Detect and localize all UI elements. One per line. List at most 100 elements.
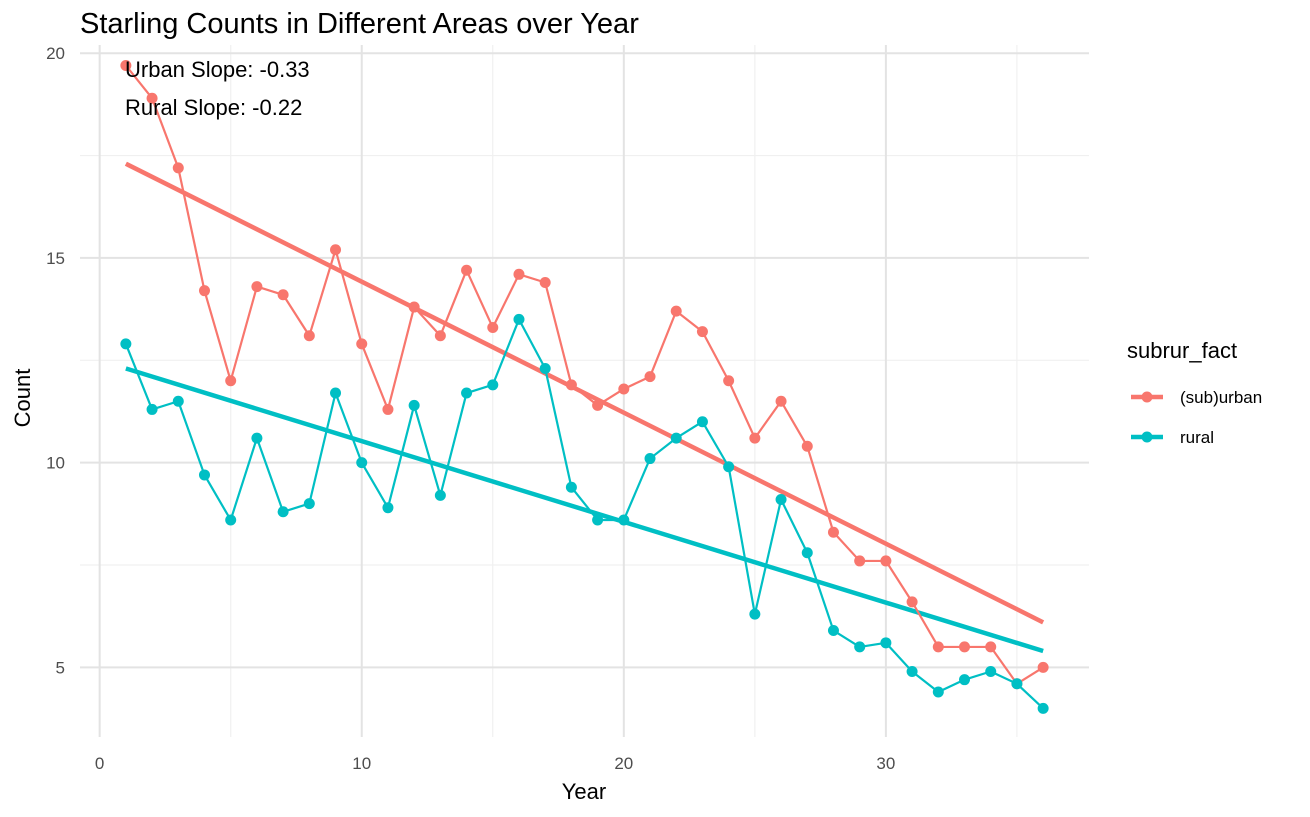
legend-item: rural: [1131, 428, 1214, 447]
data-point: [303, 498, 315, 510]
series-line-rural: [124, 318, 1044, 710]
data-point: [985, 641, 997, 653]
legend-key-point: [1141, 431, 1153, 443]
data-point: [330, 244, 342, 256]
series-layer: [120, 59, 1049, 714]
data-point: [330, 387, 342, 399]
data-point: [801, 440, 813, 452]
rural-slope-annotation: Rural Slope: -0.22: [125, 95, 302, 120]
data-point: [801, 547, 813, 559]
y-tick-label: 5: [56, 658, 65, 677]
data-point: [644, 371, 656, 383]
trend-line-rural: [125, 366, 1044, 654]
legend-label: rural: [1180, 428, 1214, 447]
chart-title: Starling Counts in Different Areas over …: [80, 8, 639, 40]
data-point: [146, 92, 158, 104]
data-point: [723, 375, 735, 387]
data-point: [592, 514, 604, 526]
data-point: [880, 637, 892, 649]
data-point: [775, 494, 787, 506]
data-point: [434, 489, 446, 501]
data-point: [618, 514, 630, 526]
data-point: [539, 276, 551, 288]
data-point: [906, 596, 918, 608]
y-tick-label: 10: [46, 454, 65, 473]
data-point: [670, 305, 682, 317]
data-point: [749, 432, 761, 444]
legend-key-point: [1141, 391, 1153, 403]
data-point: [959, 674, 971, 686]
data-point: [225, 375, 237, 387]
data-point: [198, 285, 210, 297]
data-point: [513, 313, 525, 325]
data-point: [382, 502, 394, 514]
data-point: [670, 432, 682, 444]
legend-title: subrur_fact: [1127, 338, 1237, 363]
data-point: [434, 330, 446, 342]
data-point: [303, 330, 315, 342]
x-tick-label: 10: [352, 754, 371, 773]
data-point: [198, 469, 210, 481]
data-point: [723, 461, 735, 473]
x-tick-label: 30: [876, 754, 895, 773]
data-point: [1037, 702, 1049, 714]
y-axis-title: Count: [10, 369, 35, 428]
data-point: [277, 289, 289, 301]
data-point: [251, 281, 263, 293]
data-point: [932, 641, 944, 653]
data-point: [461, 387, 473, 399]
data-point: [854, 641, 866, 653]
data-point: [592, 399, 604, 411]
data-point: [356, 338, 368, 350]
data-point: [146, 403, 158, 415]
data-point: [749, 608, 761, 620]
data-point: [932, 686, 944, 698]
data-point: [1011, 678, 1023, 690]
data-point: [487, 379, 499, 391]
data-point: [696, 416, 708, 428]
x-tick-labels: 0 10 20 30: [95, 754, 895, 773]
data-point: [827, 625, 839, 637]
data-point: [120, 59, 132, 71]
data-point: [1037, 661, 1049, 673]
data-point: [251, 432, 263, 444]
data-point: [487, 322, 499, 334]
y-tick-label: 15: [46, 249, 65, 268]
data-point: [356, 457, 368, 469]
grid-major: [80, 45, 1089, 737]
data-point: [985, 665, 997, 677]
data-point: [775, 395, 787, 407]
grid-minor: [80, 45, 1089, 737]
data-point: [461, 264, 473, 276]
data-point: [225, 514, 237, 526]
data-point: [408, 399, 420, 411]
data-point: [644, 453, 656, 465]
x-tick-label: 0: [95, 754, 104, 773]
urban-slope-annotation: Urban Slope: -0.33: [125, 57, 310, 82]
data-point: [408, 301, 420, 313]
legend-label: (sub)urban: [1180, 388, 1262, 407]
data-point: [959, 641, 971, 653]
y-tick-labels: 5 10 15 20: [46, 44, 65, 677]
data-point: [172, 162, 184, 174]
data-point: [618, 383, 630, 395]
data-point: [277, 506, 289, 518]
data-point: [565, 379, 577, 391]
data-point: [513, 268, 525, 280]
legend-item: (sub)urban: [1131, 388, 1262, 407]
data-point: [827, 526, 839, 538]
y-tick-label: 20: [46, 44, 65, 63]
data-point: [565, 481, 577, 493]
trend-line-suburban: [124, 161, 1045, 625]
x-tick-label: 20: [614, 754, 633, 773]
data-point: [906, 665, 918, 677]
legend: subrur_fact (sub)urban rural: [1127, 338, 1262, 447]
data-point: [880, 555, 892, 567]
legend-items: (sub)urban rural: [1131, 388, 1262, 447]
data-point: [382, 403, 394, 415]
data-point: [172, 395, 184, 407]
data-point: [539, 362, 551, 374]
data-point: [854, 555, 866, 567]
